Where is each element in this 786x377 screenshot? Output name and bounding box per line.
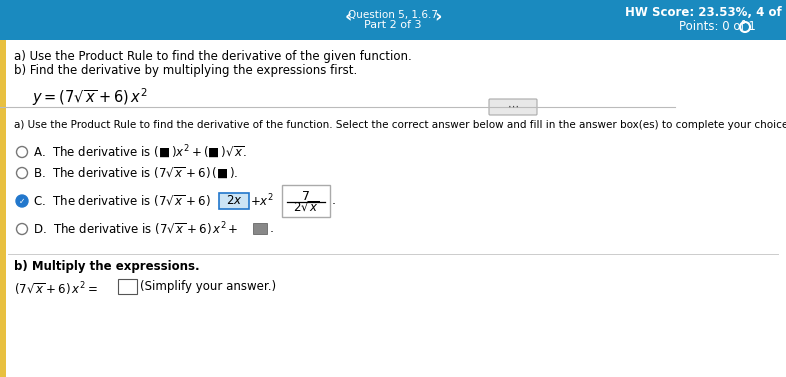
FancyBboxPatch shape	[0, 40, 6, 377]
Text: ›: ›	[434, 8, 442, 26]
Text: HW Score: 23.53%, 4 of: HW Score: 23.53%, 4 of	[625, 6, 782, 18]
Text: (Simplify your answer.): (Simplify your answer.)	[140, 280, 276, 293]
Text: C.  The derivative is $(7\sqrt{x}+6)$: C. The derivative is $(7\sqrt{x}+6)$	[33, 193, 211, 209]
Text: a) Use the Product Rule to find the derivative of the function. Select the corre: a) Use the Product Rule to find the deri…	[14, 120, 786, 130]
FancyBboxPatch shape	[219, 193, 249, 209]
Text: $2\sqrt{x}$: $2\sqrt{x}$	[292, 201, 319, 215]
Text: b) Multiply the expressions.: b) Multiply the expressions.	[14, 260, 200, 273]
Text: $2x$: $2x$	[226, 195, 242, 207]
FancyBboxPatch shape	[282, 185, 330, 217]
FancyBboxPatch shape	[253, 223, 267, 234]
Text: $y = (7\sqrt{x}+6)\,x^2$: $y = (7\sqrt{x}+6)\,x^2$	[32, 86, 148, 108]
Circle shape	[16, 195, 28, 207]
Text: Part 2 of 3: Part 2 of 3	[364, 20, 422, 30]
FancyBboxPatch shape	[117, 279, 137, 294]
Text: Points: 0 of 1: Points: 0 of 1	[679, 20, 756, 34]
Text: A.  The derivative is $(\blacksquare\,)x^2 + (\blacksquare\,)\sqrt{x}$.: A. The derivative is $(\blacksquare\,)x^…	[33, 144, 248, 161]
Text: ‹: ‹	[344, 8, 351, 26]
Text: a) Use the Product Rule to find the derivative of the given function.: a) Use the Product Rule to find the deri…	[14, 50, 412, 63]
Text: $(7\sqrt{x}+6)\,x^2=$: $(7\sqrt{x}+6)\,x^2=$	[14, 280, 98, 297]
Text: .: .	[332, 195, 336, 207]
Text: $+x^2$: $+x^2$	[250, 193, 274, 209]
Text: ⋯: ⋯	[508, 102, 519, 112]
Text: Question 5, 1.6.7: Question 5, 1.6.7	[348, 10, 438, 20]
Text: .: .	[270, 222, 274, 236]
Text: 7: 7	[302, 190, 310, 202]
Text: B.  The derivative is $(7\sqrt{x}+6)\,(\blacksquare\,)$.: B. The derivative is $(7\sqrt{x}+6)\,(\b…	[33, 166, 238, 181]
Text: ✓: ✓	[19, 196, 25, 205]
Text: D.  The derivative is $(7\sqrt{x}+6)\,x^2 +$: D. The derivative is $(7\sqrt{x}+6)\,x^2…	[33, 220, 239, 238]
FancyBboxPatch shape	[0, 40, 786, 377]
FancyBboxPatch shape	[489, 99, 537, 115]
Text: b) Find the derivative by multiplying the expressions first.: b) Find the derivative by multiplying th…	[14, 64, 358, 77]
FancyBboxPatch shape	[0, 0, 786, 40]
